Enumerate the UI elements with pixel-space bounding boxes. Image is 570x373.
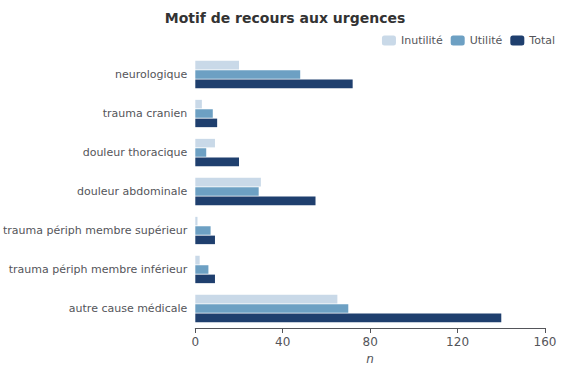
svg-text:120: 120 [446, 335, 469, 349]
svg-text:Motif de recours aux urgences: Motif de recours aux urgences [165, 10, 406, 26]
svg-text:Inutilité: Inutilité [401, 34, 443, 47]
svg-text:40: 40 [275, 335, 290, 349]
svg-text:autre cause médicale: autre cause médicale [69, 302, 188, 315]
svg-text:douleur abdominale: douleur abdominale [77, 185, 187, 198]
svg-text:n: n [366, 352, 374, 366]
svg-text:douleur thoracique: douleur thoracique [83, 146, 188, 159]
svg-text:160: 160 [534, 335, 557, 349]
svg-text:trauma périph membre inférieur: trauma périph membre inférieur [9, 263, 188, 276]
svg-text:0: 0 [191, 335, 199, 349]
svg-text:80: 80 [363, 335, 378, 349]
svg-text:trauma cranien: trauma cranien [103, 107, 188, 120]
svg-text:Total: Total [528, 34, 555, 47]
svg-text:Utilité: Utilité [470, 34, 503, 47]
svg-text:neurologique: neurologique [115, 68, 188, 81]
svg-text:trauma périph membre supérieur: trauma périph membre supérieur [3, 224, 188, 237]
